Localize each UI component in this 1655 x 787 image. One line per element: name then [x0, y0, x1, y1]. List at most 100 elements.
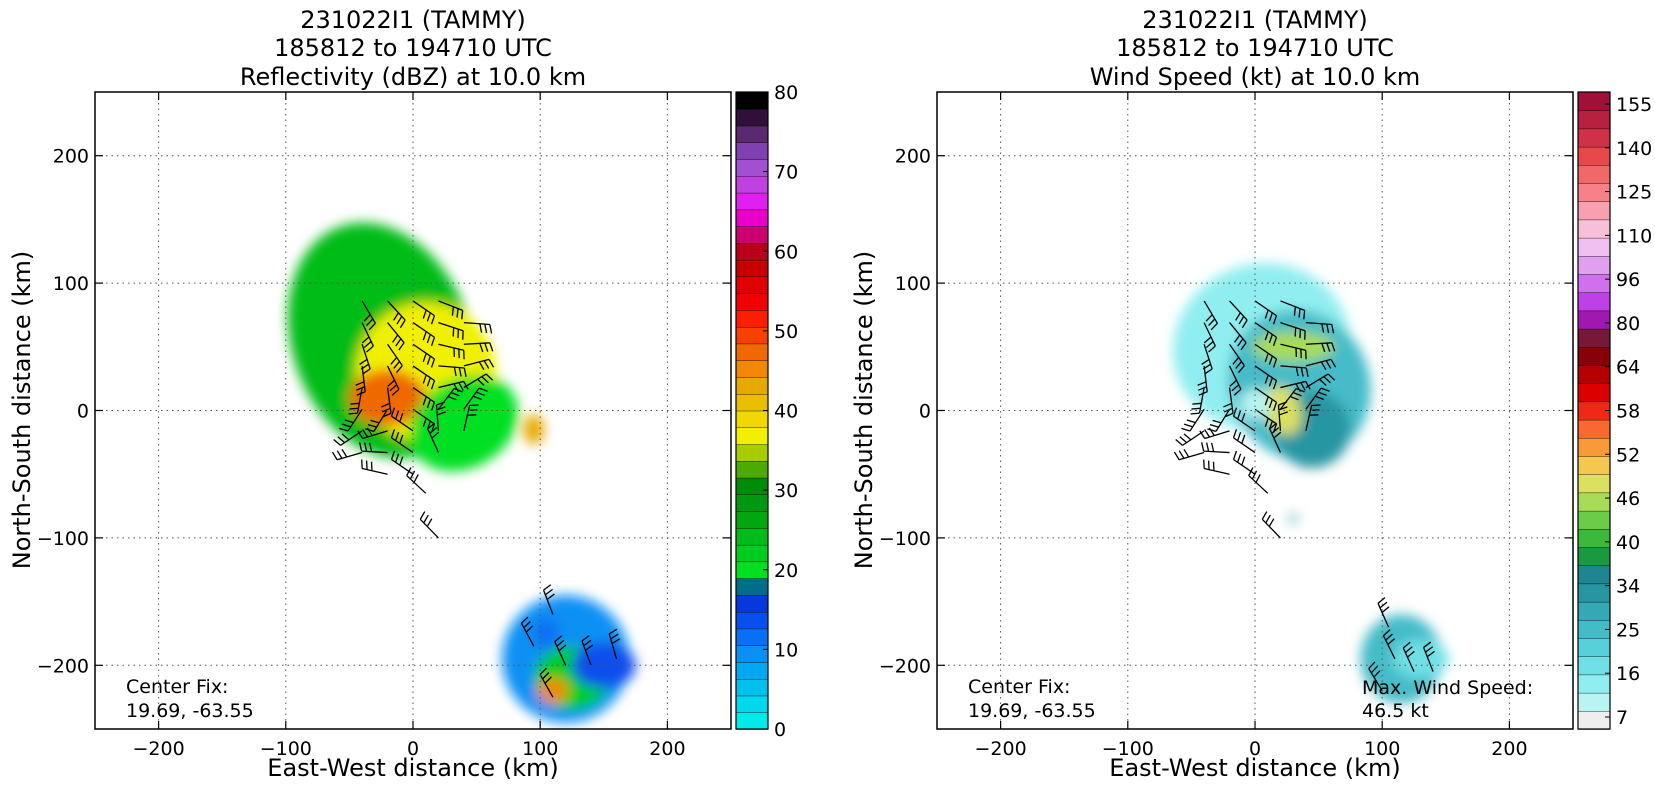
barb-feather: [430, 358, 436, 368]
barb-feather: [1385, 633, 1393, 641]
barb-feather: [463, 381, 469, 390]
barb-feather: [406, 467, 412, 476]
colorbar-segment: [735, 125, 769, 143]
colorbar-segment: [1577, 310, 1611, 330]
colorbar-segment: [1577, 510, 1611, 530]
barb-staff: [1204, 467, 1230, 475]
barb-feather: [1293, 306, 1296, 316]
grid: [937, 92, 1573, 729]
max-wind-value: 46.5 kt: [1362, 700, 1429, 722]
colorbar-tick-label: 10: [774, 639, 798, 661]
barb-feather: [1300, 367, 1304, 377]
colorbar-segment: [1577, 565, 1611, 585]
barb-feather: [390, 450, 396, 460]
barb-feather: [430, 380, 436, 390]
barb-feather: [477, 378, 485, 386]
barb-feather: [393, 312, 399, 321]
barb-feather: [450, 391, 460, 397]
barb-feather: [1319, 378, 1327, 386]
barb-feather: [349, 407, 359, 410]
barb-feather: [1191, 407, 1201, 410]
barb-feather: [1208, 318, 1216, 326]
colorbar-tick-label: 40: [1616, 532, 1640, 554]
colorbar-segment: [735, 510, 769, 529]
barb-feather: [1264, 374, 1269, 384]
barb-feather: [453, 387, 463, 393]
barb-feather: [426, 355, 431, 365]
barb-feather: [1289, 395, 1299, 401]
echo-cell: [1289, 514, 1297, 523]
x-tick-label: −100: [1102, 738, 1154, 760]
barb-feather: [1305, 367, 1309, 377]
barb-feather: [1241, 456, 1246, 466]
x-tick-label: 100: [1364, 738, 1400, 760]
barb-feather: [1201, 442, 1205, 452]
barb-feather: [1201, 358, 1210, 365]
barb-feather: [1183, 423, 1193, 428]
barb-feather: [1192, 402, 1202, 405]
barb-feather: [458, 382, 464, 391]
barb-feather: [423, 514, 429, 524]
x-axis-label: East-West distance (km): [1109, 754, 1400, 782]
barb-feather: [398, 342, 405, 351]
barb-feather: [430, 315, 436, 325]
barb-feather: [1241, 434, 1246, 444]
barb-feather: [356, 391, 366, 396]
barb-feather: [1178, 450, 1185, 459]
barb-feather: [1383, 629, 1391, 637]
barb-feather: [1179, 436, 1188, 444]
barb-feather: [456, 308, 459, 318]
barb-feather: [390, 357, 398, 365]
colorbar-segment: [1577, 492, 1611, 512]
x-tick-label: 0: [407, 738, 419, 760]
barb-feather: [1379, 601, 1388, 609]
barb-feather: [539, 667, 547, 675]
barb-feather: [451, 306, 454, 316]
colorbar-segment: [1577, 419, 1611, 439]
barb-feather: [1325, 360, 1332, 369]
barb-feather: [363, 314, 371, 322]
barb-feather: [1321, 323, 1325, 333]
barb-feather: [393, 361, 400, 369]
barb-feather: [1407, 650, 1415, 658]
barb-feather: [355, 381, 365, 386]
barb-feather: [488, 359, 495, 368]
barb-feather: [1205, 314, 1213, 322]
colorbar-segment: [735, 276, 769, 294]
colorbar-segment: [735, 477, 769, 496]
barb-feather: [1295, 387, 1305, 393]
colorbar-segment: [1577, 437, 1611, 457]
x-tick-label: 100: [522, 738, 558, 760]
barb-feather: [1232, 450, 1238, 460]
barb-feather: [581, 635, 590, 642]
barb-feather: [1370, 665, 1378, 674]
barb-feather: [409, 470, 416, 480]
barb-staff: [362, 467, 388, 475]
colorbar-segment: [1577, 200, 1611, 221]
colorbar-tick-label: 70: [774, 162, 798, 184]
barb-feather: [1235, 361, 1242, 369]
colorbar-segment: [1577, 109, 1611, 130]
barb-feather: [1423, 641, 1432, 648]
colorbar-segment: [735, 393, 769, 412]
barb-feather: [427, 422, 436, 430]
barb-feather: [473, 395, 482, 400]
colorbar-segment: [1577, 383, 1611, 403]
barb-feather: [422, 396, 427, 406]
colorbar-segment: [735, 158, 769, 177]
x-tick-label: 200: [1491, 738, 1527, 760]
echo-cell: [523, 414, 545, 445]
x-tick-label: 0: [1249, 738, 1261, 760]
colorbar-segment: [735, 577, 769, 596]
colorbar-segment: [735, 91, 769, 110]
barb-feather: [1206, 442, 1210, 452]
barb-feather: [395, 431, 400, 441]
barb-feather: [1273, 431, 1282, 439]
colorbar-segment: [1577, 164, 1611, 184]
barb-feather: [1208, 345, 1216, 353]
colorbar-segment: [1577, 455, 1611, 475]
barb-feather: [479, 323, 483, 333]
barb-feather: [364, 442, 368, 452]
colorbar-segment: [1577, 91, 1611, 111]
barb-feather: [350, 402, 360, 405]
